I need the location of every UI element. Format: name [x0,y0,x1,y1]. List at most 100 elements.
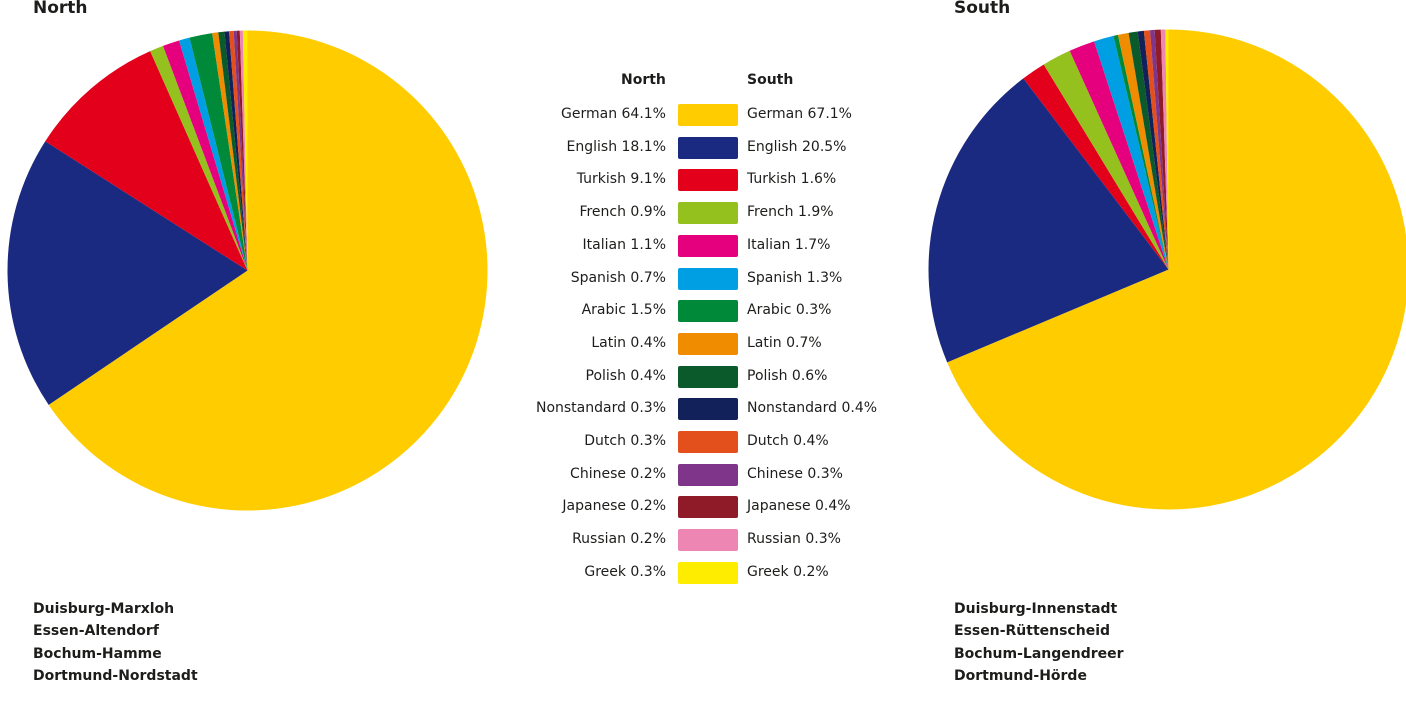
north-pie-chart [7,30,488,511]
south-districts: Duisburg-Innenstadt Essen-Rüttenscheid B… [954,598,1124,687]
legend-south-value: German 67.1% [747,106,852,122]
pie-slice-russian [1160,29,1169,270]
pie-slice-turkish [1023,64,1169,270]
legend-south-value: Turkish 1.6% [747,171,837,188]
pie-slice-greek [242,30,248,271]
legend-row: Turkish 9.1% Turkish 1.6% [500,169,920,193]
legend-row: Nonstandard 0.3% Nonstandard 0.4% [500,398,920,422]
pie-slice-chinese [1149,29,1169,270]
pie-slice-french [1043,50,1169,270]
pie-slice-spanish [1094,35,1169,270]
legend-north-value: Greek 0.3% [584,563,666,580]
legend-swatch [678,104,738,126]
district-label: Duisburg-Innenstadt [954,601,1118,617]
district-label: Dortmund-Nordstadt [33,667,198,684]
legend-row: Spanish 0.7% Spanish 1.3% [500,267,920,292]
pie-slice-russian [239,30,248,271]
legend-swatch [678,561,738,584]
district-label: Bochum-Hamme [33,645,162,662]
legend-swatch [678,136,738,159]
pie-slice-polish [1128,31,1169,270]
legend-row: Chinese 0.2% Chinese 0.3% [500,463,920,488]
legend-row: Italian 1.1% Italian 1.7% [500,234,920,259]
pie-slice-greek [1165,29,1169,270]
legend-south-value: English 20.5% [747,138,847,155]
legend-south-value: Spanish 1.3% [747,269,843,286]
legend-north-value: Polish 0.4% [585,367,666,384]
legend-swatch [678,398,738,421]
district-label: Duisburg-Marxloh [33,601,175,617]
pie-slice-latin [212,32,248,271]
legend-swatch [678,267,738,290]
legend-south-value: Greek 0.2% [747,563,829,580]
legend-south-value: French 1.9% [747,204,834,221]
pie-slice-arabic [1113,34,1169,270]
legend-south-value: Chinese 0.3% [747,465,843,482]
pie-slice-french [150,45,248,271]
legend-north-value: Dutch 0.3% [584,433,666,449]
legend-row: English 18.1% English 20.5% [500,136,920,161]
legend-north-value: Nonstandard 0.3% [535,400,666,417]
district-label: Essen-Rüttenscheid [954,623,1111,640]
pie-slice-japanese [1154,29,1169,270]
legend-north-value: Latin 0.4% [591,334,666,351]
legend-swatch [678,529,738,552]
legend-row: Russian 0.2% Russian 0.3% [500,529,920,553]
legend-south-value: Japanese 0.4% [747,498,851,515]
pie-slice-dutch [229,30,248,271]
legend-swatch [678,496,738,519]
legend-north-value: German 64.1% [561,106,666,122]
legend-swatch [678,332,738,355]
legend-north-value: English 18.1% [566,138,666,155]
legend-north-value: Italian 1.1% [582,236,666,253]
north-title: North [33,0,88,18]
pie-slice-english [7,141,248,405]
legend-row: Greek 0.3% Greek 0.2% [500,561,920,586]
district-label: Dortmund-Hörde [954,667,1087,684]
pie-slice-polish [218,31,248,271]
pie-slice-nonstandard [224,31,248,271]
legend-row: Latin 0.4% Latin 0.7% [500,332,920,357]
pie-slice-latin [1117,32,1169,270]
pie-slice-spanish [179,37,248,271]
legend-swatch [678,202,738,225]
pie-slice-dutch [1143,30,1169,270]
pie-slice-chinese [233,30,248,271]
pie-slice-arabic [189,33,248,271]
legend-row: French 0.9% French 1.9% [500,202,920,226]
legend-north-value: French 0.9% [579,204,666,221]
south-pie-chart [928,29,1406,510]
legend-row: Dutch 0.3% Dutch 0.4% [500,431,920,455]
legend-row: German 64.1% German 67.1% [500,104,920,128]
legend-north-header: North [621,72,666,88]
district-label: Essen-Altendorf [33,623,159,640]
pie-slice-german [48,30,488,511]
legend-south-value: Russian 0.3% [747,531,841,548]
legend-south-value: Dutch 0.4% [747,433,829,449]
legend-north-value: Russian 0.2% [572,531,666,548]
legend-swatch [678,234,738,257]
legend-swatch [678,463,738,486]
pie-slice-turkish [45,51,248,271]
legend-south-header: South [747,72,794,88]
pie-slice-italian [163,40,248,271]
pie-slice-english [928,78,1169,363]
district-label: Bochum-Langendreer [954,645,1124,662]
legend-north-value: Japanese 0.2% [562,498,666,515]
pie-slice-italian [1069,41,1169,270]
legend-row: Japanese 0.2% Japanese 0.4% [500,496,920,520]
legend-swatch [678,169,738,192]
legend-row: Arabic 1.5% Arabic 0.3% [500,300,920,324]
legend-swatch [678,431,738,453]
pie-slice-japanese [236,30,248,271]
legend-swatch [678,300,738,323]
north-districts: Duisburg-Marxloh Essen-Altendorf Bochum-… [33,598,198,687]
legend-north-value: Chinese 0.2% [570,465,666,482]
legend-north-value: Turkish 9.1% [576,171,666,188]
legend-swatch [678,365,738,388]
legend-row: Polish 0.4% Polish 0.6% [500,365,920,390]
legend-north-value: Arabic 1.5% [581,302,666,319]
legend-south-value: Polish 0.6% [747,367,828,384]
legend-south-value: Italian 1.7% [747,236,831,253]
legend-north-value: Spanish 0.7% [570,269,666,286]
